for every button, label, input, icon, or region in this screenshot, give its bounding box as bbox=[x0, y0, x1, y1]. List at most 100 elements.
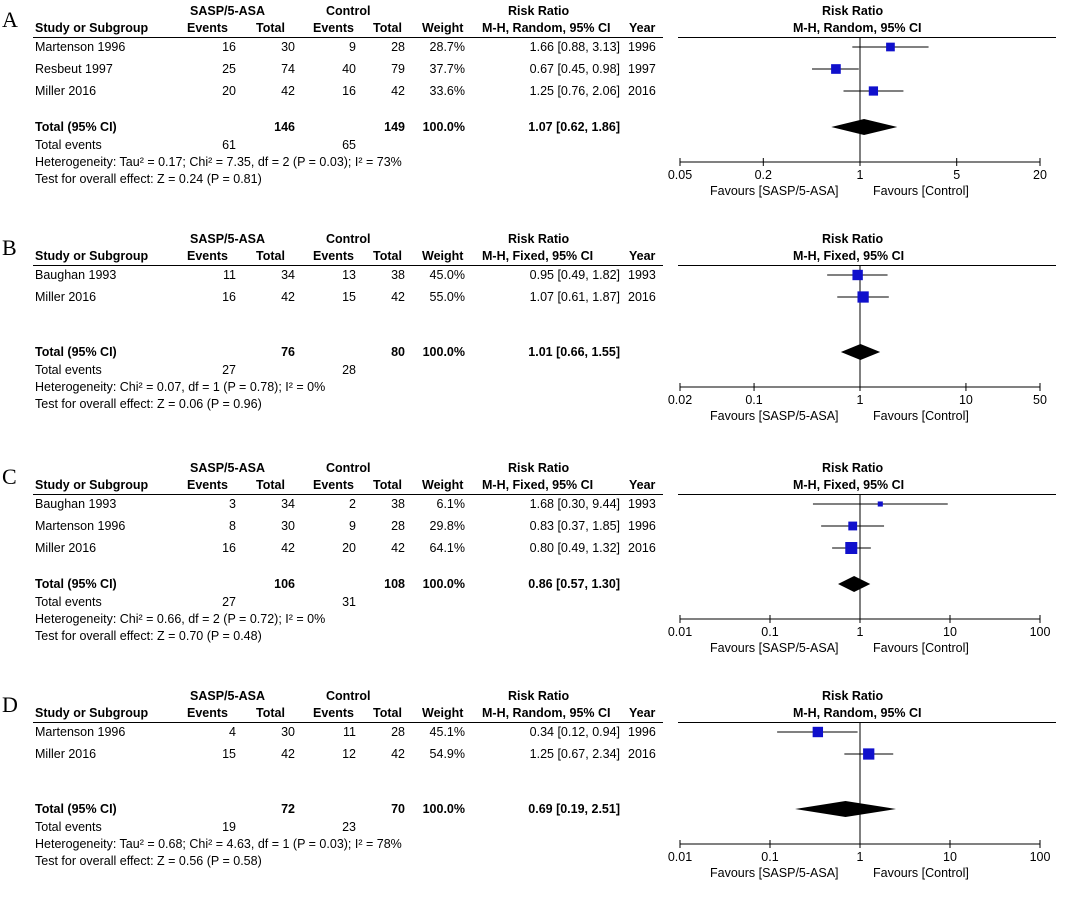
effect-title-left: Risk Ratio bbox=[508, 232, 570, 246]
study-marker bbox=[868, 86, 879, 96]
total-label: Total (95% CI) bbox=[35, 577, 117, 591]
events2-value: 15 bbox=[342, 290, 356, 304]
events2-value: 40 bbox=[342, 62, 356, 76]
total-events2: 23 bbox=[342, 820, 356, 834]
effect-title-left: Risk Ratio bbox=[508, 461, 570, 475]
events2-header: Events bbox=[313, 249, 354, 263]
study-marker bbox=[857, 291, 869, 303]
study-name: Martenson 1996 bbox=[35, 40, 126, 54]
forest-panel-a: A SASP/5-ASA Control Risk Ratio Risk Ratio St… bbox=[0, 0, 1065, 220]
study-marker bbox=[812, 726, 824, 738]
total-events2: 28 bbox=[342, 363, 356, 377]
favours-left-label: Favours [SASP/5-ASA] bbox=[710, 184, 839, 198]
total2-header: Total bbox=[373, 478, 402, 492]
events1-value: 8 bbox=[229, 519, 236, 533]
total-events1: 61 bbox=[222, 138, 236, 152]
x-tick-label: 0.1 bbox=[761, 850, 779, 864]
study-name: Martenson 1996 bbox=[35, 519, 126, 533]
total2-value: 42 bbox=[391, 541, 405, 555]
events1-value: 20 bbox=[222, 84, 236, 98]
total1-sum: 106 bbox=[274, 577, 295, 591]
header-rule bbox=[33, 494, 663, 495]
total-weight: 100.0% bbox=[422, 120, 465, 134]
forest-panel-b: B SASP/5-ASA Control Risk Ratio Risk Ratio St… bbox=[0, 228, 1065, 448]
total1-value: 42 bbox=[281, 290, 295, 304]
ci-value: 1.68 [0.30, 9.44] bbox=[529, 497, 620, 511]
total-weight: 100.0% bbox=[422, 577, 465, 591]
heterogeneity-text: Heterogeneity: Tau² = 0.17; Chi² = 7.35,… bbox=[35, 155, 402, 169]
events2-header: Events bbox=[313, 478, 354, 492]
pooled-diamond bbox=[795, 801, 896, 817]
x-tick-label: 100 bbox=[1029, 625, 1051, 639]
group1-header: SASP/5-ASA bbox=[190, 4, 266, 18]
study-marker bbox=[852, 269, 863, 281]
events1-value: 4 bbox=[229, 725, 236, 739]
overall-effect-text: Test for overall effect: Z = 0.70 (P = 0… bbox=[35, 629, 262, 643]
overall-effect-text: Test for overall effect: Z = 0.06 (P = 0… bbox=[35, 397, 262, 411]
heterogeneity-text: Heterogeneity: Tau² = 0.68; Chi² = 4.63,… bbox=[35, 837, 402, 851]
events2-value: 13 bbox=[342, 268, 356, 282]
method-header-right: M-H, Random, 95% CI bbox=[793, 21, 922, 35]
group2-header: Control bbox=[326, 689, 371, 703]
total-weight: 100.0% bbox=[422, 802, 465, 816]
header-rule-right bbox=[678, 265, 1056, 266]
heterogeneity-text: Heterogeneity: Chi² = 0.07, df = 1 (P = … bbox=[35, 380, 326, 394]
total1-value: 34 bbox=[281, 268, 295, 282]
total-events1: 27 bbox=[222, 363, 236, 377]
events1-header: Events bbox=[187, 21, 228, 35]
study-name: Baughan 1993 bbox=[35, 268, 117, 282]
forest-plot bbox=[679, 266, 1041, 391]
year-value: 2016 bbox=[628, 84, 656, 98]
weight-header: Weight bbox=[422, 706, 464, 720]
total1-value: 30 bbox=[281, 40, 295, 54]
study-marker bbox=[831, 64, 841, 74]
x-tick-label: 0.1 bbox=[745, 393, 763, 407]
year-header: Year bbox=[629, 249, 656, 263]
total1-sum: 72 bbox=[281, 802, 295, 816]
effect-title-left: Risk Ratio bbox=[508, 689, 570, 703]
total1-value: 30 bbox=[281, 519, 295, 533]
total-label: Total (95% CI) bbox=[35, 802, 117, 816]
study-name: Miller 2016 bbox=[35, 747, 97, 761]
events1-value: 25 bbox=[222, 62, 236, 76]
ci-value: 1.66 [0.88, 3.13] bbox=[529, 40, 620, 54]
year-header: Year bbox=[629, 478, 656, 492]
pooled-diamond bbox=[838, 576, 871, 592]
x-tick-label: 50 bbox=[1033, 393, 1047, 407]
group2-header: Control bbox=[326, 232, 371, 246]
total-label: Total (95% CI) bbox=[35, 120, 117, 134]
weight-value: 28.7% bbox=[429, 40, 465, 54]
total-events1: 27 bbox=[222, 595, 236, 609]
total2-value: 38 bbox=[391, 497, 405, 511]
panel-letter: B bbox=[2, 235, 17, 260]
header-rule bbox=[33, 722, 663, 723]
events1-header: Events bbox=[187, 478, 228, 492]
ci-value: 0.83 [0.37, 1.85] bbox=[529, 519, 620, 533]
total-events-label: Total events bbox=[35, 595, 102, 609]
header-rule bbox=[33, 265, 663, 266]
total1-value: 30 bbox=[281, 725, 295, 739]
total2-header: Total bbox=[373, 21, 402, 35]
method-header-right: M-H, Fixed, 95% CI bbox=[793, 478, 905, 492]
effect-title-right: Risk Ratio bbox=[822, 4, 884, 18]
weight-value: 45.1% bbox=[429, 725, 465, 739]
header-rule-right bbox=[678, 494, 1056, 495]
effect-title-right: Risk Ratio bbox=[822, 232, 884, 246]
header-rule bbox=[33, 37, 663, 38]
ci-value: 0.80 [0.49, 1.32] bbox=[529, 541, 620, 555]
study-marker bbox=[863, 748, 875, 760]
total2-value: 79 bbox=[391, 62, 405, 76]
forest-panel-d: D SASP/5-ASA Control Risk Ratio Risk Ratio St… bbox=[0, 685, 1065, 905]
method-header-left: M-H, Random, 95% CI bbox=[482, 21, 611, 35]
total2-sum: 80 bbox=[391, 345, 405, 359]
total1-header: Total bbox=[256, 478, 285, 492]
total-events1: 19 bbox=[222, 820, 236, 834]
total2-sum: 108 bbox=[384, 577, 405, 591]
events2-header: Events bbox=[313, 21, 354, 35]
forest-plot bbox=[679, 495, 1041, 623]
total2-value: 42 bbox=[391, 84, 405, 98]
ci-value: 0.95 [0.49, 1.82] bbox=[529, 268, 620, 282]
year-value: 2016 bbox=[628, 541, 656, 555]
weight-header: Weight bbox=[422, 21, 464, 35]
total-events2: 65 bbox=[342, 138, 356, 152]
